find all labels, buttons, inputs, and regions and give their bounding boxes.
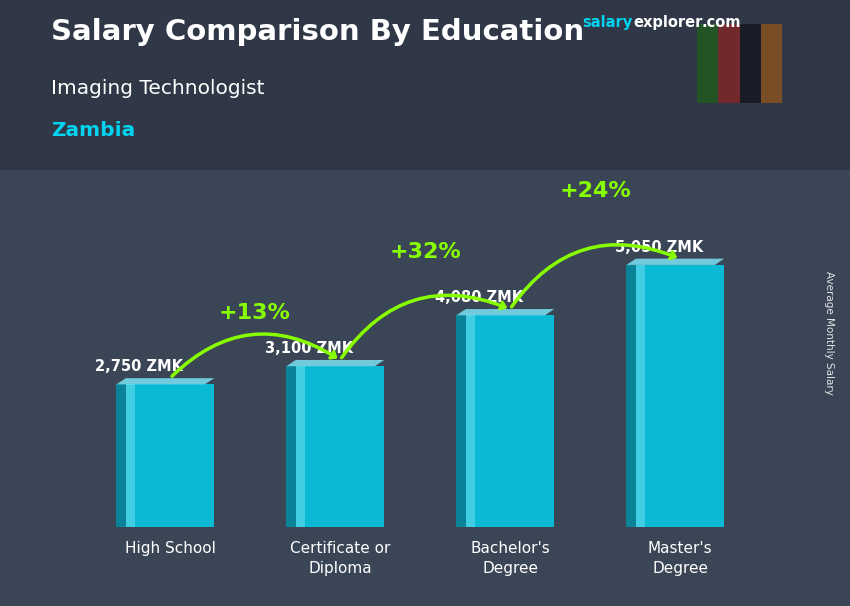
- Bar: [466, 315, 475, 527]
- Text: salary: salary: [582, 15, 632, 30]
- Text: +32%: +32%: [389, 242, 461, 262]
- Polygon shape: [286, 360, 384, 366]
- Text: Average Monthly Salary: Average Monthly Salary: [824, 271, 834, 395]
- Bar: [636, 265, 645, 527]
- Bar: [296, 366, 305, 527]
- Bar: [718, 24, 740, 103]
- Polygon shape: [626, 259, 724, 265]
- Bar: [456, 315, 466, 527]
- Text: 3,100 ZMK: 3,100 ZMK: [265, 341, 354, 356]
- Text: .com: .com: [701, 15, 740, 30]
- Bar: [466, 315, 554, 527]
- Text: Salary Comparison By Education: Salary Comparison By Education: [51, 18, 584, 46]
- Text: Zambia: Zambia: [51, 121, 135, 140]
- Text: explorer: explorer: [633, 15, 703, 30]
- Text: 5,050 ZMK: 5,050 ZMK: [615, 239, 704, 255]
- Bar: [761, 24, 782, 103]
- Bar: [0, 0, 850, 170]
- Text: +13%: +13%: [219, 303, 291, 323]
- Bar: [126, 384, 214, 527]
- Bar: [636, 265, 724, 527]
- Bar: [286, 366, 296, 527]
- Bar: [296, 366, 384, 527]
- Bar: [116, 384, 126, 527]
- Text: Imaging Technologist: Imaging Technologist: [51, 79, 264, 98]
- Polygon shape: [116, 378, 214, 384]
- Text: 2,750 ZMK: 2,750 ZMK: [95, 359, 184, 374]
- Text: 4,080 ZMK: 4,080 ZMK: [435, 290, 524, 305]
- Bar: [626, 265, 636, 527]
- Bar: [126, 384, 135, 527]
- Bar: [740, 24, 761, 103]
- Text: +24%: +24%: [559, 181, 631, 201]
- Polygon shape: [456, 309, 554, 315]
